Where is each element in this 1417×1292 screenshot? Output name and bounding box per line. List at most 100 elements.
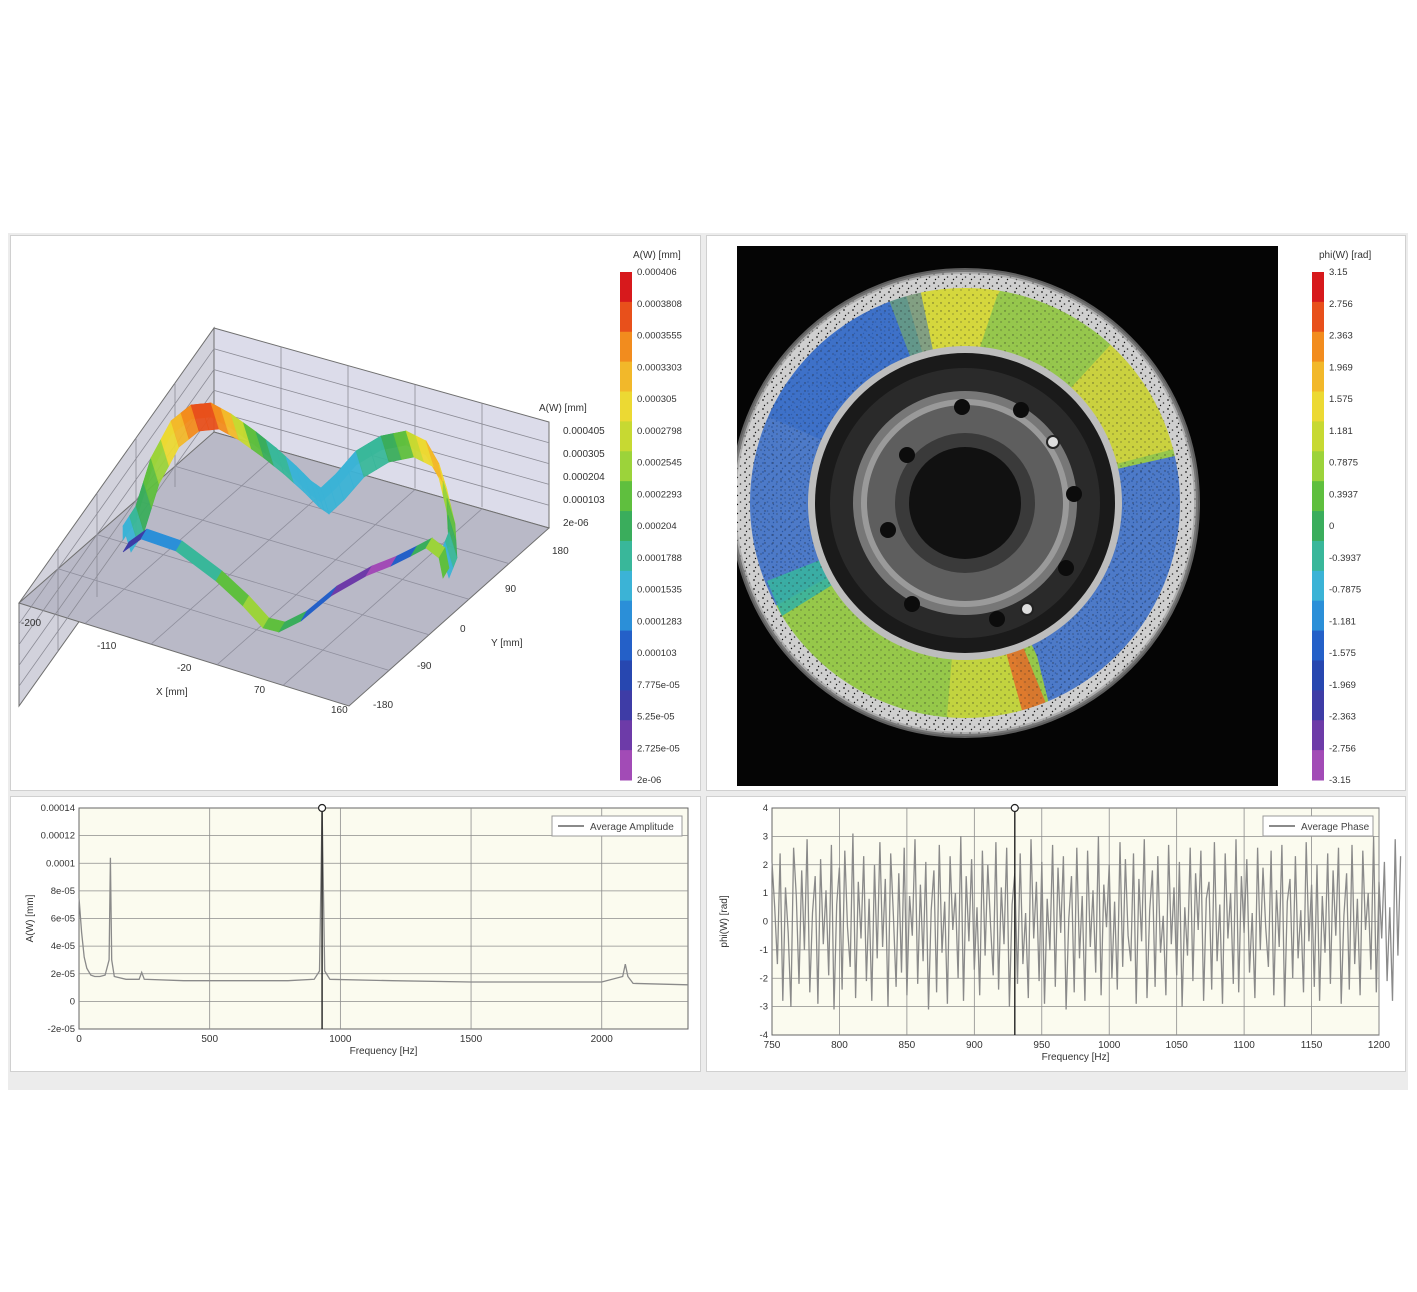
- colorbar-swatch: [1312, 720, 1324, 751]
- y-tick-label: 0.00012: [41, 831, 75, 842]
- y-tick-label: 2e-05: [51, 969, 75, 980]
- colorbar-label: -3.15: [1329, 775, 1351, 786]
- colorbar-label: 2.725e-05: [637, 743, 680, 754]
- y-tick-label: -3: [760, 1002, 768, 1013]
- colorbar-label: 0.0003303: [637, 362, 682, 373]
- surface-plot[interactable]: A(W) [mm] 0.000405 0.000305 0.000204 0.0…: [11, 236, 701, 791]
- y-tick-label: 0.00014: [41, 803, 75, 814]
- colorbar-label: 0.0003808: [637, 299, 682, 310]
- phase-overlay: [737, 246, 1278, 786]
- colorbar-swatch: [1312, 451, 1324, 482]
- y-tick: -180: [373, 700, 393, 711]
- colorbar-swatch: [620, 690, 632, 721]
- colorbar-swatch: [620, 361, 632, 393]
- x-tick-label: 950: [1033, 1040, 1050, 1051]
- colorbar-swatch: [1312, 630, 1324, 661]
- x-tick-label: 500: [201, 1034, 218, 1045]
- mode-surface: [122, 402, 458, 633]
- x-tick-label: 1150: [1301, 1040, 1323, 1051]
- phase-colorbar-title: phi(W) [rad]: [1319, 250, 1371, 261]
- x-tick-label: 1000: [1098, 1040, 1121, 1051]
- colorbar-label: -0.3937: [1329, 553, 1361, 564]
- y-tick-label: 0: [70, 996, 75, 1007]
- colorbar-label: -1.181: [1329, 616, 1356, 627]
- z-tick: 0.000204: [563, 472, 605, 483]
- y-tick-label: 8e-05: [51, 886, 75, 897]
- legend: Average Phase: [1262, 815, 1374, 837]
- y-tick-label: 3: [763, 831, 768, 842]
- legend-label: Average Amplitude: [590, 822, 674, 833]
- x-tick-label: 1100: [1233, 1040, 1255, 1051]
- colorbar-swatch: [1312, 361, 1324, 393]
- colorbar-label: 2.756: [1329, 299, 1353, 310]
- grid: [79, 808, 688, 1029]
- grid-line: [18, 410, 215, 687]
- colorbar-swatch: [620, 301, 632, 333]
- colorbar-swatch: [620, 331, 632, 363]
- colorbar-label: 0.0002798: [637, 426, 682, 437]
- series-line: [771, 833, 1402, 1010]
- amplitude-spectrum-chart[interactable]: 0 500 1000 1500 2000 0.00014 0.00012 0.0001 8e-0…: [11, 797, 701, 1072]
- x-tick: 160: [331, 705, 348, 716]
- phase-spectrum-chart[interactable]: 750 800 850 900 950 1000 1050 1100 1150 1200 4 3 2 1 0…: [707, 797, 1406, 1072]
- y-tick-label: 2: [763, 860, 768, 871]
- x-tick: -110: [97, 641, 117, 652]
- colorbar-swatch: [620, 570, 632, 602]
- grid-line: [135, 500, 470, 600]
- y-axis-label: phi(W) [rad]: [719, 895, 730, 947]
- colorbar-swatch: [1312, 391, 1324, 422]
- z-tick: 0.000305: [563, 449, 605, 460]
- colorbar-swatch: [1312, 272, 1324, 303]
- series-line: [78, 807, 689, 986]
- colorbar-label: 0.000305: [637, 394, 677, 405]
- colorbar-swatch: [1312, 421, 1324, 452]
- y-tick-label: 4e-05: [51, 941, 75, 952]
- y-axis-label: Y [mm]: [491, 638, 523, 649]
- colorbar-label: 3.15: [1329, 267, 1348, 278]
- colorbar-swatch: [620, 540, 632, 572]
- colorbar-swatch: [620, 481, 632, 512]
- colorbar-label: 1.181: [1329, 426, 1353, 437]
- colorbar-swatch: [620, 720, 632, 751]
- x-tick-label: 800: [831, 1040, 848, 1051]
- colorbar-label: 5.25e-05: [637, 712, 675, 723]
- colorbar-label: 0.7875: [1329, 458, 1358, 469]
- analysis-window: A(W) [mm] 0.000405 0.000305 0.000204 0.0…: [8, 233, 1408, 1090]
- colorbar-swatch: [1312, 660, 1324, 691]
- x-tick-label: 0: [76, 1034, 82, 1045]
- legend-label: Average Phase: [1301, 822, 1370, 833]
- y-tick: 90: [505, 584, 517, 595]
- colorbar-label: -1.575: [1329, 648, 1356, 659]
- colorbar-swatch: [620, 600, 632, 632]
- cursor-handle[interactable]: [317, 803, 327, 813]
- amplitude-colorbar-title: A(W) [mm]: [633, 250, 681, 261]
- colorbar-swatch: [1312, 301, 1324, 333]
- x-tick-label: 1500: [460, 1034, 483, 1045]
- colorbar-label: 7.775e-05: [637, 680, 680, 691]
- x-tick: -20: [177, 663, 192, 674]
- grid-line: [213, 348, 550, 444]
- colorbar-label: 0.3937: [1329, 489, 1358, 500]
- legend-box: [1262, 815, 1374, 837]
- colorbar-label: 0.0001788: [637, 553, 682, 564]
- x-tick: 70: [254, 685, 266, 696]
- y-tick-label: 1: [763, 888, 768, 899]
- y-tick-label: -4: [760, 1030, 768, 1041]
- surface-strip: [438, 547, 450, 579]
- x-axis-label: Frequency [Hz]: [1042, 1052, 1110, 1063]
- colorbar-label: 0.0001283: [637, 616, 682, 627]
- grid-line: [213, 369, 550, 464]
- z-tick: 2e-06: [563, 518, 589, 529]
- phase-map[interactable]: phi(W) [rad] 3.15 2.756 2.363 1.969 1.575 1.1…: [707, 236, 1406, 791]
- cursor-handle[interactable]: [1010, 803, 1019, 813]
- phase-colorbar: 3.15 2.756 2.363 1.969 1.575 1.181 0.7875 0.393…: [1312, 267, 1361, 786]
- colorbar-swatch: [620, 451, 632, 482]
- colorbar-label: 1.575: [1329, 394, 1353, 405]
- colorbar-swatch: [1312, 331, 1324, 363]
- x-tick-label: 1050: [1166, 1040, 1189, 1051]
- colorbar-label: -0.7875: [1329, 585, 1361, 596]
- colorbar-label: 1.969: [1329, 362, 1353, 373]
- z-tick: 0.000103: [563, 495, 605, 506]
- colorbar-swatch: [1312, 600, 1324, 632]
- colorbar-label: 0.0001535: [637, 585, 682, 596]
